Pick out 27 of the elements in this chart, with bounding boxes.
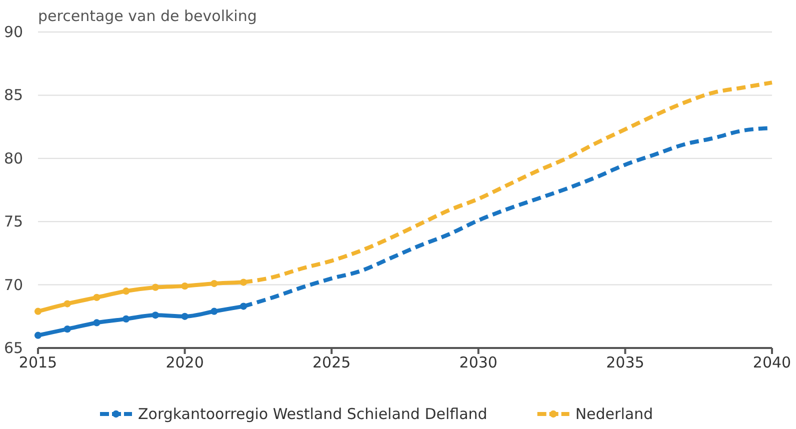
point (64, 300, 71, 308)
y-tick-label: 90 (4, 23, 24, 41)
point (152, 284, 160, 291)
y-tick-label: 75 (4, 212, 24, 231)
legend-label: Nederland (575, 405, 654, 423)
point (93, 294, 100, 301)
x-tick-label: 2040 (752, 354, 792, 372)
x-tick-label: 2030 (459, 354, 498, 372)
x-tick-label: 2020 (166, 354, 204, 372)
point (64, 325, 71, 333)
y-tick-label: 85 (4, 86, 24, 104)
legend-label: Zorgkantoorregio Westland Schieland Delfland (138, 405, 488, 423)
point (210, 280, 218, 288)
point (93, 319, 100, 326)
x-tick-label: 2025 (312, 354, 351, 372)
point (181, 312, 188, 320)
x-tick-label: 2035 (606, 354, 644, 372)
y-axis-title: percentage van de bevolking (38, 7, 257, 25)
point (122, 315, 130, 322)
point (152, 312, 160, 319)
point (34, 308, 42, 315)
point (34, 332, 42, 339)
point (181, 282, 188, 290)
point (210, 308, 218, 315)
point (122, 288, 130, 295)
y-tick-label: 80 (4, 149, 24, 168)
y-tick-label: 70 (4, 276, 24, 294)
